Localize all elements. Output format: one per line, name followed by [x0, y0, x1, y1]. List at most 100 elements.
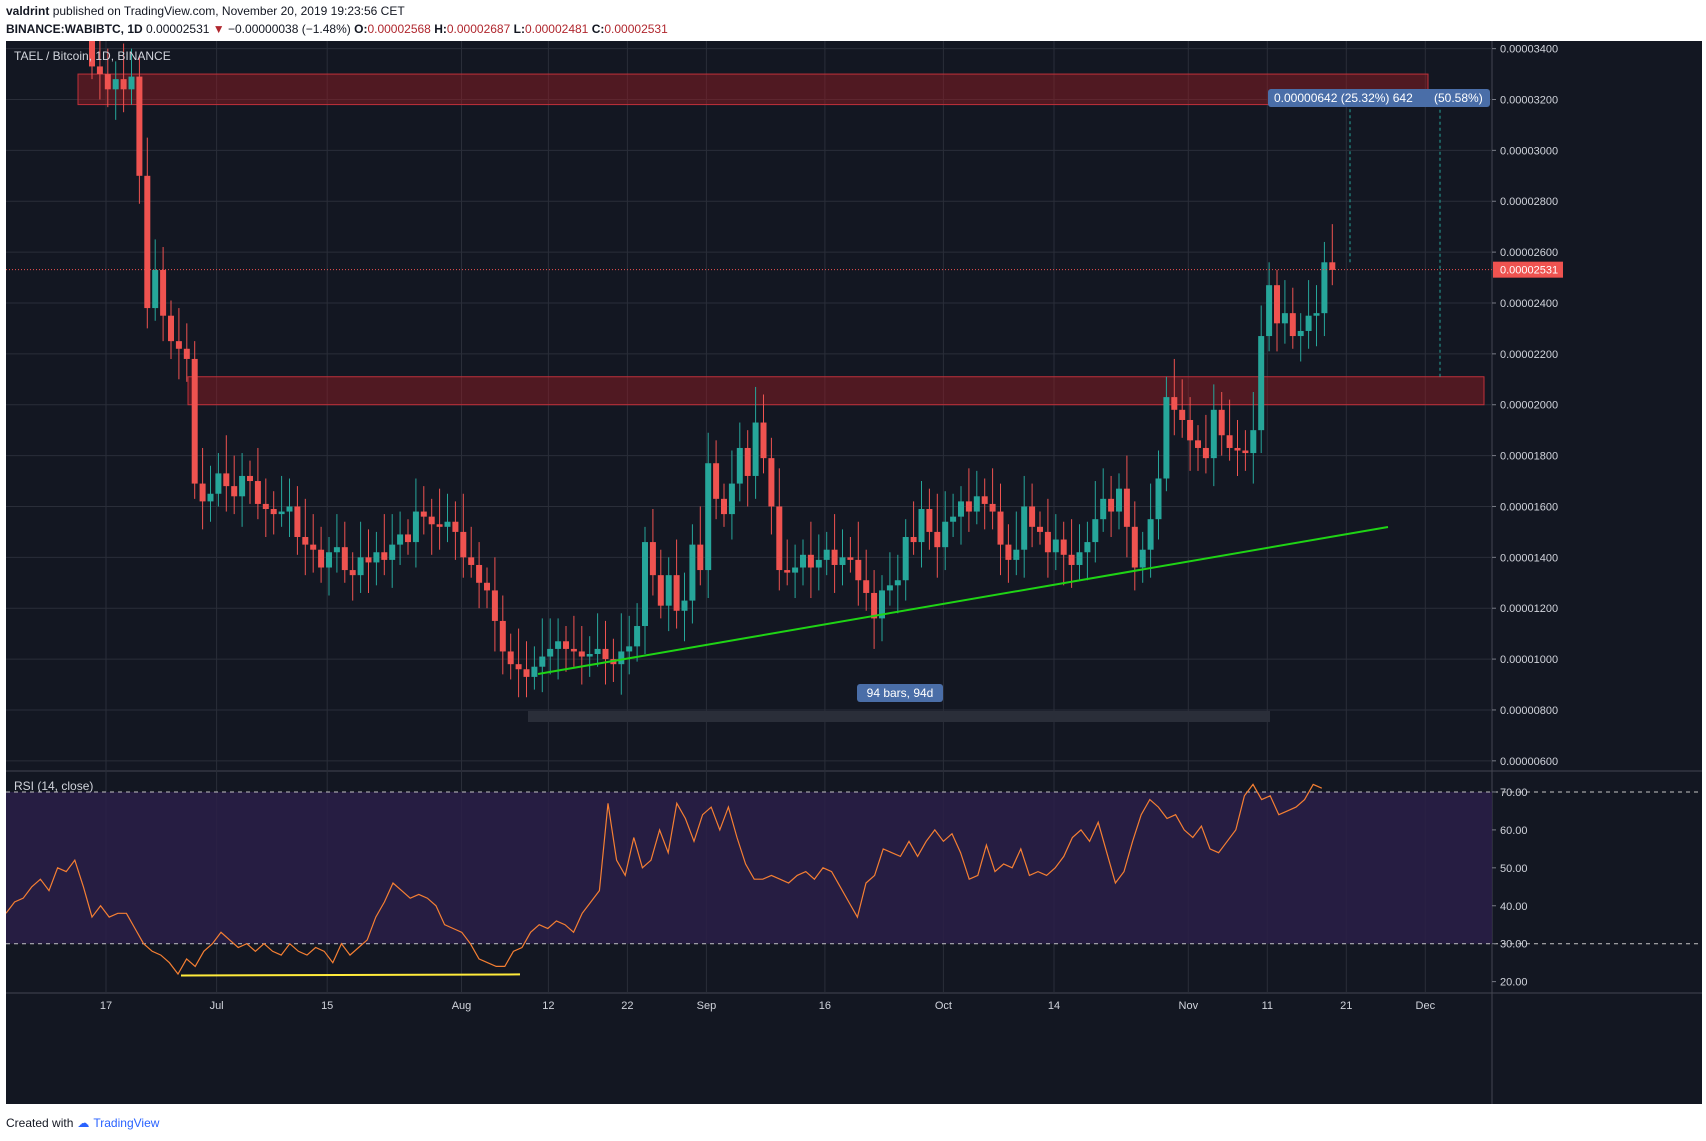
candle-body: [175, 341, 182, 349]
candle-body: [239, 475, 246, 497]
candle-body: [752, 422, 759, 476]
tradingview-logo-icon[interactable]: ☁: [77, 1116, 90, 1130]
candle-body: [634, 626, 641, 647]
x-tick-label: 14: [1048, 1000, 1060, 1012]
candle-body: [120, 79, 127, 90]
candle-body: [1305, 315, 1312, 331]
candle-body: [910, 536, 917, 543]
candle-body: [231, 486, 238, 497]
x-tick-label: Jul: [210, 1000, 224, 1012]
y-tick-label: 0.00001200: [1500, 603, 1558, 615]
date-range-bar: [528, 711, 1270, 722]
candle-body: [965, 501, 972, 512]
candle-body: [168, 315, 174, 342]
publish-info: valdrint published on TradingView.com, N…: [6, 4, 405, 19]
candle-body: [128, 76, 135, 90]
price-change: −0.00000038 (−1.48%): [228, 22, 351, 36]
x-tick-label: 17: [100, 1000, 112, 1012]
candle-body: [1250, 430, 1257, 454]
candle-body: [776, 506, 783, 571]
candle-body: [578, 651, 585, 657]
y-tick-label: 0.00003200: [1500, 95, 1558, 107]
high-value: 0.00002687: [446, 22, 511, 36]
rsi-tick-label: 70.00: [1500, 787, 1528, 799]
candle-body: [262, 503, 269, 510]
low-value: 0.00002481: [524, 22, 589, 36]
candle-body: [673, 575, 680, 611]
x-tick-label: 11: [1262, 1000, 1273, 1012]
y-tick-label: 0.00002400: [1500, 298, 1558, 310]
y-tick-label: 0.00002600: [1500, 247, 1558, 259]
rsi-band: [6, 791, 1492, 944]
rsi-tick-label: 20.00: [1500, 977, 1528, 989]
author-name[interactable]: valdrint: [6, 4, 50, 18]
resistance-zone: [187, 376, 1485, 406]
candle-body: [1274, 285, 1280, 324]
close-value: 0.00002531: [604, 22, 668, 36]
candle-body: [721, 498, 727, 515]
candle-body: [807, 554, 814, 568]
candle-body: [618, 651, 625, 665]
candle-body: [626, 646, 633, 652]
candle-body: [863, 580, 870, 593]
candle-body: [460, 531, 467, 558]
candle-body: [815, 559, 822, 568]
candle-body: [689, 544, 696, 601]
candle-body: [1076, 552, 1083, 565]
open-label: O:: [354, 22, 368, 36]
y-tick-label: 0.00003400: [1500, 44, 1558, 56]
rsi-tick-label: 30.00: [1500, 939, 1528, 951]
rsi-tick-label: 40.00: [1500, 901, 1528, 913]
candle-body: [1092, 519, 1099, 543]
candle-body: [136, 76, 143, 176]
last-price: 0.00002531: [146, 22, 210, 36]
candle-body: [318, 549, 325, 568]
candle-body: [1131, 526, 1138, 568]
candle-body: [112, 79, 119, 90]
candle-body: [1289, 313, 1296, 337]
rsi-tick-label: 60.00: [1500, 825, 1528, 837]
rsi-line: [6, 783, 1323, 976]
candle-body: [1021, 506, 1028, 550]
x-tick-label: Dec: [1416, 1000, 1436, 1012]
publish-text: published on TradingView.com, November 2…: [52, 4, 405, 18]
created-with-text: Created with: [6, 1116, 74, 1130]
candle-body: [1147, 519, 1154, 550]
candle-body: [373, 552, 380, 563]
y-tick-label: 0.00001600: [1500, 501, 1558, 513]
candle-body: [602, 648, 609, 660]
candle-body: [381, 552, 388, 560]
candle-body: [286, 506, 293, 512]
candle-body: [736, 447, 743, 484]
bars-badge: [857, 684, 943, 702]
candle-body: [871, 592, 878, 619]
candle-body: [681, 600, 688, 611]
y-tick-label: 0.00000600: [1500, 756, 1558, 768]
candle-body: [1202, 447, 1209, 459]
candle-body: [160, 269, 167, 316]
candle-body: [183, 348, 190, 359]
candle-body: [326, 552, 332, 568]
candle-body: [942, 521, 949, 548]
tradingview-brand[interactable]: TradingView: [93, 1116, 160, 1130]
candle-body: [499, 620, 506, 652]
candle-body: [223, 473, 230, 487]
candle-body: [468, 557, 475, 565]
candle-body: [1171, 397, 1178, 410]
candle-body: [436, 524, 443, 527]
candle-body: [958, 501, 964, 517]
candle-body: [555, 641, 562, 649]
candle-body: [570, 648, 577, 652]
rsi-tick-label: 50.00: [1500, 863, 1528, 875]
candle-body: [1313, 313, 1320, 316]
candle-body: [823, 549, 830, 560]
symbol-label: BINANCE:WABIBTC, 1D: [6, 22, 143, 36]
candle-body: [1179, 409, 1186, 420]
candle-body: [768, 458, 775, 507]
candle-body: [1258, 336, 1265, 431]
x-tick-label: 21: [1340, 1000, 1352, 1012]
candle-body: [1013, 549, 1020, 560]
chart-canvas[interactable]: 0.00003400 0.00003200 0.00003000 0.00002800…: [6, 41, 1702, 1104]
candle-body: [665, 575, 672, 606]
candle-body: [152, 269, 159, 309]
